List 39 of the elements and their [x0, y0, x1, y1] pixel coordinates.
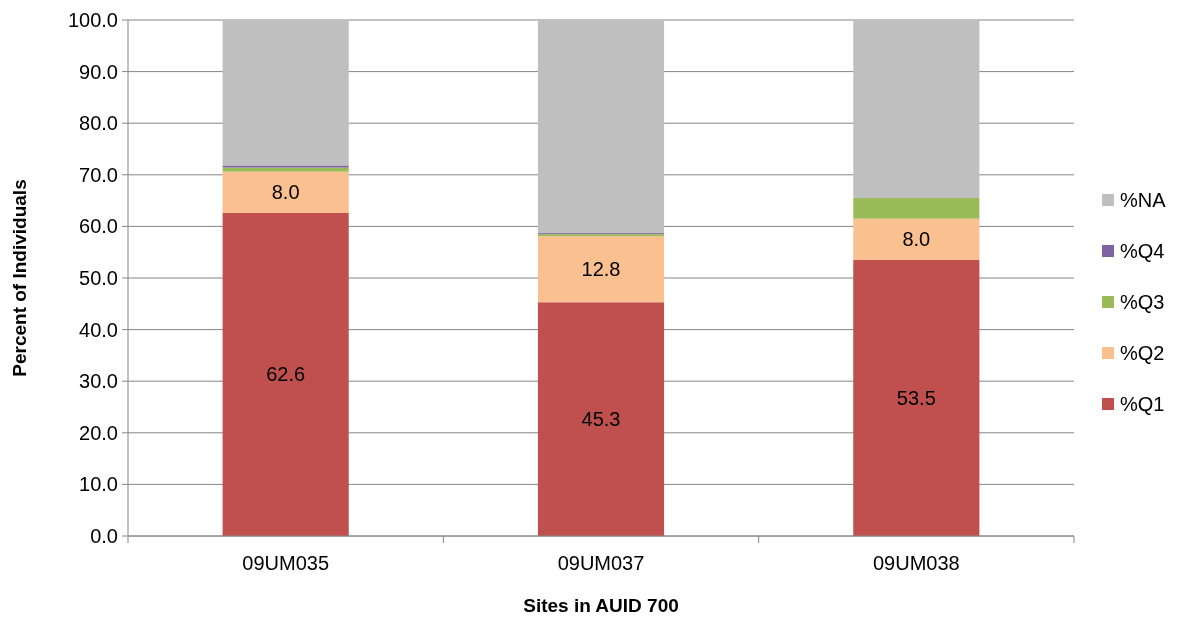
data-label: 12.8: [581, 258, 621, 281]
data-label: 45.3: [581, 408, 621, 431]
y-tick-label: 70.0: [79, 163, 118, 186]
y-tick-label: 40.0: [79, 318, 118, 341]
bar: [222, 165, 349, 168]
bar: [222, 167, 349, 172]
x-tick-label: 09UM037: [557, 552, 645, 574]
y-tick-label: 90.0: [79, 60, 118, 83]
bar: [222, 20, 349, 166]
bar: [222, 171, 349, 213]
y-tick-label: 80.0: [79, 112, 118, 135]
y-tick-label: 50.0: [79, 267, 118, 289]
y-tick-label: 20.0: [79, 421, 118, 444]
data-label: 62.6: [266, 363, 306, 386]
bar: [853, 20, 980, 199]
bar: [853, 218, 980, 260]
bar: [222, 212, 349, 536]
bar: [537, 302, 665, 536]
y-tick-label: 100.0: [67, 9, 118, 31]
bar: [537, 236, 665, 303]
legend-label: %Q4: [1120, 240, 1165, 262]
legend-label: %NA: [1120, 189, 1167, 211]
legend-label: %Q1: [1120, 393, 1165, 415]
legend-label: %Q3: [1120, 291, 1165, 313]
x-axis-title: Sites in AUID 700: [523, 595, 679, 616]
legend-label: %Q2: [1120, 342, 1165, 364]
data-label: 53.5: [896, 386, 936, 409]
x-tick-label: 09UM035: [242, 552, 330, 574]
data-label: 8.0: [902, 228, 931, 251]
y-tick-label: 60.0: [79, 215, 118, 238]
y-axis-title: Percent of Individuals: [9, 179, 30, 377]
bar: [537, 20, 665, 234]
data-label: 8.0: [271, 181, 300, 204]
y-tick-label: 30.0: [79, 370, 118, 393]
y-tick-label: 10.0: [79, 473, 118, 496]
x-tick-label: 09UM038: [872, 552, 960, 574]
y-tick-label: 0.0: [90, 525, 118, 547]
bar: [853, 259, 980, 536]
bar: [853, 198, 980, 219]
